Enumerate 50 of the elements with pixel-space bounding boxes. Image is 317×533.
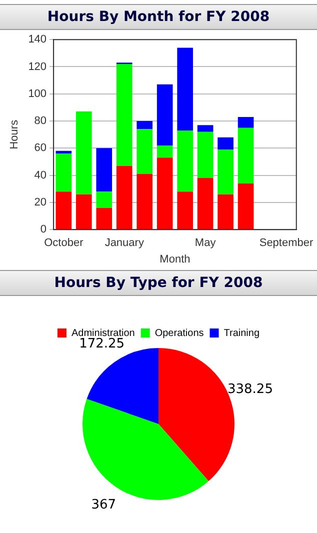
legend-label: Operations bbox=[154, 328, 204, 339]
bar bbox=[56, 154, 72, 192]
x-tick-label: September bbox=[259, 237, 314, 250]
bar bbox=[218, 150, 234, 194]
bar bbox=[156, 84, 173, 146]
x-tick-label: May bbox=[194, 237, 216, 250]
bar bbox=[177, 130, 193, 192]
y-tick-label: 120 bbox=[28, 60, 47, 73]
bar bbox=[136, 121, 153, 130]
bar bbox=[197, 125, 214, 132]
y-tick-label: 140 bbox=[28, 34, 47, 46]
bar bbox=[56, 150, 72, 154]
data-label: 367 bbox=[91, 498, 116, 513]
bar bbox=[76, 194, 92, 230]
bar bbox=[197, 132, 214, 178]
bar bbox=[177, 48, 193, 131]
bar bbox=[238, 183, 254, 230]
legend-label: Administration bbox=[71, 328, 135, 339]
legend-label: Training bbox=[224, 328, 260, 339]
bar bbox=[116, 64, 132, 166]
bar bbox=[96, 192, 112, 208]
bar bbox=[218, 137, 234, 150]
y-axis-title: Hours bbox=[8, 119, 21, 150]
bar bbox=[156, 158, 173, 230]
bar bbox=[197, 178, 214, 230]
bar bbox=[136, 174, 153, 230]
y-tick-label: 60 bbox=[34, 142, 47, 154]
chart-title: Hours By Type for FY 2008 bbox=[0, 270, 317, 296]
y-tick-label: 80 bbox=[34, 115, 47, 128]
bar bbox=[116, 166, 132, 230]
y-tick-label: 0 bbox=[40, 224, 47, 236]
bar bbox=[218, 194, 234, 230]
bar bbox=[238, 128, 254, 184]
y-tick-label: 100 bbox=[28, 88, 47, 100]
bar bbox=[156, 145, 173, 158]
bar bbox=[76, 112, 92, 194]
bar bbox=[177, 192, 193, 230]
y-tick-label: 20 bbox=[34, 196, 47, 208]
data-label: 172.25 bbox=[79, 336, 125, 352]
y-tick-label: 40 bbox=[34, 169, 47, 182]
bar bbox=[96, 208, 112, 230]
bar bbox=[136, 129, 153, 174]
x-tick-label: October bbox=[44, 237, 84, 250]
chart-title: Hours By Month for FY 2008 bbox=[0, 4, 317, 30]
data-label: 338.25 bbox=[227, 382, 273, 397]
x-tick-label: January bbox=[104, 237, 144, 250]
bar bbox=[56, 192, 72, 230]
bar bbox=[96, 148, 112, 192]
x-axis-title: Month bbox=[160, 253, 190, 266]
bar bbox=[238, 116, 254, 128]
